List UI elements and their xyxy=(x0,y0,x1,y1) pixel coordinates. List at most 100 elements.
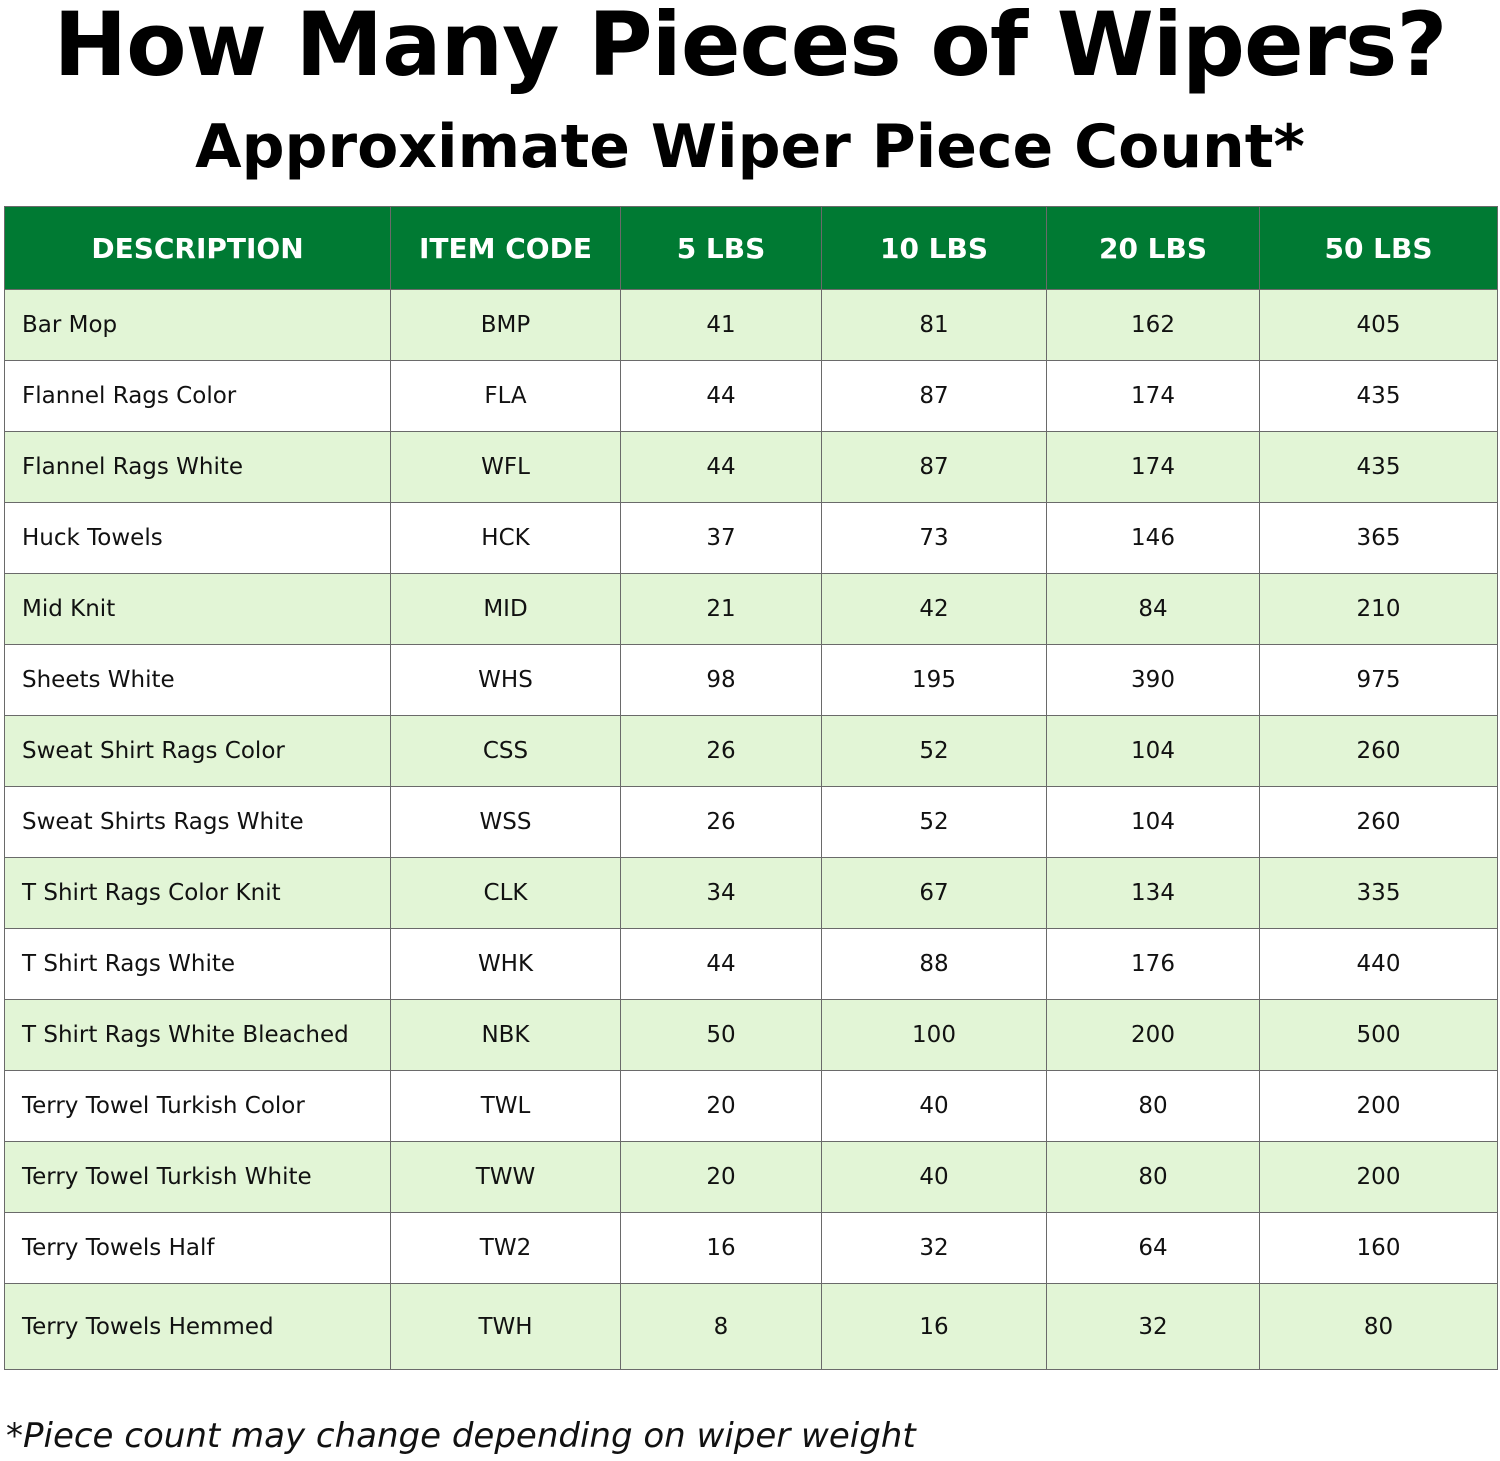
cell-20-lbs: 64 xyxy=(1046,1212,1260,1284)
table-row: Huck Towels HCK 37 73 146 365 xyxy=(4,502,1498,574)
header-row: DESCRIPTION ITEM CODE 5 LBS 10 LBS 20 LB… xyxy=(4,206,1498,290)
cell-5-lbs: 98 xyxy=(620,644,822,716)
table-row: Terry Towel Turkish Color TWL 20 40 80 200 xyxy=(4,1070,1498,1142)
cell-20-lbs: 80 xyxy=(1046,1070,1260,1142)
cell-20-lbs: 174 xyxy=(1046,431,1260,503)
table-row: Terry Towels Half TW2 16 32 64 160 xyxy=(4,1212,1498,1284)
cell-item-code: WSS xyxy=(390,786,621,858)
header-description: DESCRIPTION xyxy=(4,206,391,290)
header-20-lbs: 20 LBS xyxy=(1046,206,1260,290)
cell-item-code: HCK xyxy=(390,502,621,574)
table-row: Terry Towels Hemmed TWH 8 16 32 80 xyxy=(4,1283,1498,1370)
cell-10-lbs: 87 xyxy=(821,431,1047,503)
cell-5-lbs: 16 xyxy=(620,1212,822,1284)
cell-5-lbs: 50 xyxy=(620,999,822,1071)
cell-50-lbs: 260 xyxy=(1259,786,1498,858)
table-row: Sweat Shirt Rags Color CSS 26 52 104 260 xyxy=(4,715,1498,787)
cell-20-lbs: 104 xyxy=(1046,715,1260,787)
cell-5-lbs: 44 xyxy=(620,928,822,1000)
cell-description: Bar Mop xyxy=(4,289,391,361)
cell-20-lbs: 84 xyxy=(1046,573,1260,645)
cell-50-lbs: 440 xyxy=(1259,928,1498,1000)
cell-20-lbs: 146 xyxy=(1046,502,1260,574)
cell-10-lbs: 32 xyxy=(821,1212,1047,1284)
cell-10-lbs: 52 xyxy=(821,715,1047,787)
cell-10-lbs: 42 xyxy=(821,573,1047,645)
cell-10-lbs: 40 xyxy=(821,1141,1047,1213)
page-subtitle: Approximate Wiper Piece Count* xyxy=(195,112,1305,182)
cell-10-lbs: 73 xyxy=(821,502,1047,574)
cell-50-lbs: 200 xyxy=(1259,1141,1498,1213)
cell-item-code: WHS xyxy=(390,644,621,716)
table-row: Sheets White WHS 98 195 390 975 xyxy=(4,644,1498,716)
cell-20-lbs: 134 xyxy=(1046,857,1260,929)
table-row: T Shirt Rags White Bleached NBK 50 100 200 50… xyxy=(4,999,1498,1071)
cell-50-lbs: 365 xyxy=(1259,502,1498,574)
cell-item-code: TWL xyxy=(390,1070,621,1142)
table-row: T Shirt Rags White WHK 44 88 176 440 xyxy=(4,928,1498,1000)
header-5-lbs: 5 LBS xyxy=(620,206,822,290)
header-item-code: ITEM CODE xyxy=(390,206,621,290)
cell-10-lbs: 88 xyxy=(821,928,1047,1000)
cell-5-lbs: 44 xyxy=(620,431,822,503)
cell-description: Sheets White xyxy=(4,644,391,716)
cell-5-lbs: 41 xyxy=(620,289,822,361)
cell-20-lbs: 200 xyxy=(1046,999,1260,1071)
table-header: DESCRIPTION ITEM CODE 5 LBS 10 LBS 20 LB… xyxy=(4,206,1498,290)
cell-50-lbs: 210 xyxy=(1259,573,1498,645)
cell-5-lbs: 26 xyxy=(620,786,822,858)
cell-50-lbs: 160 xyxy=(1259,1212,1498,1284)
cell-50-lbs: 500 xyxy=(1259,999,1498,1071)
header-50-lbs: 50 LBS xyxy=(1259,206,1498,290)
table-row: Flannel Rags Color FLA 44 87 174 435 xyxy=(4,360,1498,432)
cell-item-code: WHK xyxy=(390,928,621,1000)
cell-item-code: CSS xyxy=(390,715,621,787)
cell-item-code: MID xyxy=(390,573,621,645)
table-row: T Shirt Rags Color Knit CLK 34 67 134 335 xyxy=(4,857,1498,929)
cell-50-lbs: 405 xyxy=(1259,289,1498,361)
table-row: Sweat Shirts Rags White WSS 26 52 104 260 xyxy=(4,786,1498,858)
cell-10-lbs: 67 xyxy=(821,857,1047,929)
cell-20-lbs: 162 xyxy=(1046,289,1260,361)
cell-50-lbs: 335 xyxy=(1259,857,1498,929)
cell-item-code: TWW xyxy=(390,1141,621,1213)
cell-item-code: TW2 xyxy=(390,1212,621,1284)
cell-description: Flannel Rags Color xyxy=(4,360,391,432)
cell-10-lbs: 40 xyxy=(821,1070,1047,1142)
cell-item-code: WFL xyxy=(390,431,621,503)
cell-5-lbs: 8 xyxy=(620,1283,822,1370)
cell-description: Sweat Shirt Rags Color xyxy=(4,715,391,787)
cell-50-lbs: 975 xyxy=(1259,644,1498,716)
cell-item-code: FLA xyxy=(390,360,621,432)
table-row: Flannel Rags White WFL 44 87 174 435 xyxy=(4,431,1498,503)
cell-10-lbs: 195 xyxy=(821,644,1047,716)
cell-20-lbs: 390 xyxy=(1046,644,1260,716)
footnote: *Piece count may change depending on wip… xyxy=(6,1416,916,1456)
cell-10-lbs: 87 xyxy=(821,360,1047,432)
cell-5-lbs: 20 xyxy=(620,1141,822,1213)
cell-50-lbs: 80 xyxy=(1259,1283,1498,1370)
cell-description: Terry Towel Turkish Color xyxy=(4,1070,391,1142)
cell-20-lbs: 104 xyxy=(1046,786,1260,858)
cell-5-lbs: 44 xyxy=(620,360,822,432)
cell-20-lbs: 32 xyxy=(1046,1283,1260,1370)
cell-item-code: BMP xyxy=(390,289,621,361)
cell-50-lbs: 200 xyxy=(1259,1070,1498,1142)
cell-50-lbs: 435 xyxy=(1259,431,1498,503)
cell-description: Terry Towels Half xyxy=(4,1212,391,1284)
cell-5-lbs: 21 xyxy=(620,573,822,645)
cell-item-code: NBK xyxy=(390,999,621,1071)
cell-20-lbs: 80 xyxy=(1046,1141,1260,1213)
cell-description: Huck Towels xyxy=(4,502,391,574)
cell-item-code: CLK xyxy=(390,857,621,929)
page-title: How Many Pieces of Wipers? xyxy=(53,0,1448,96)
table-row: Mid Knit MID 21 42 84 210 xyxy=(4,573,1498,645)
cell-10-lbs: 16 xyxy=(821,1283,1047,1370)
cell-10-lbs: 81 xyxy=(821,289,1047,361)
cell-description: Terry Towel Turkish White xyxy=(4,1141,391,1213)
cell-description: T Shirt Rags White xyxy=(4,928,391,1000)
cell-20-lbs: 176 xyxy=(1046,928,1260,1000)
cell-50-lbs: 435 xyxy=(1259,360,1498,432)
cell-20-lbs: 174 xyxy=(1046,360,1260,432)
cell-description: Flannel Rags White xyxy=(4,431,391,503)
